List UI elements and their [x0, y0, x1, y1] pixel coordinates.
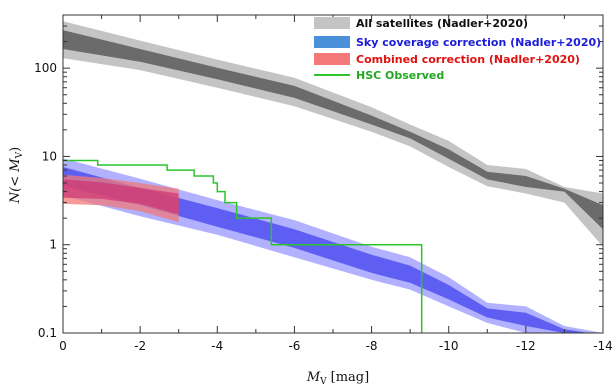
y-tick-label: 10: [42, 149, 57, 163]
bands-clipped: [63, 21, 603, 333]
legend-swatch-combined-correction: [314, 53, 350, 65]
legend-label-all-satellites: All satellites (Nadler+2020): [356, 17, 528, 30]
legend: All satellites (Nadler+2020) Sky coverag…: [314, 17, 601, 82]
legend-label-sky-coverage: Sky coverage correction (Nadler+2020): [356, 36, 601, 49]
legend-swatch-all-satellites: [314, 17, 350, 29]
y-tick-label: 100: [34, 61, 57, 75]
band-all-satellites-outer: [63, 21, 603, 247]
step-clipped: [63, 159, 423, 333]
x-tick-label: -14: [593, 339, 613, 353]
step-layer: [63, 159, 423, 333]
legend-swatch-sky-coverage: [314, 36, 350, 48]
band-sky-coverage-inner: [63, 167, 590, 333]
tick-labels-layer: 0 -2 -4 -6 -8 -10 -12 -14 0.1 1 10 100: [34, 61, 613, 353]
legend-label-combined-correction: Combined correction (Nadler+2020): [356, 53, 580, 66]
band-combined-correction-inner: [63, 179, 179, 215]
band-all-satellites-inner: [63, 30, 603, 230]
y-tick-label: 1: [49, 238, 57, 252]
hsc-observed-line: [63, 159, 423, 333]
x-axis-title: MV [mag]: [306, 370, 369, 387]
x-tick-label: -4: [211, 339, 223, 353]
ticks-layer: [62, 14, 604, 334]
x-tick-label: -12: [516, 339, 536, 353]
x-tick-label: -8: [366, 339, 378, 353]
bands-layer: [63, 21, 603, 333]
y-tick-label: 0.1: [38, 326, 57, 340]
x-tick-label: 0: [59, 339, 67, 353]
x-tick-label: -6: [288, 339, 300, 353]
legend-label-hsc-observed: HSC Observed: [356, 69, 444, 82]
y-axis-title: N(< MV): [8, 147, 25, 204]
x-tick-label: -10: [439, 339, 459, 353]
x-tick-label: -2: [134, 339, 146, 353]
